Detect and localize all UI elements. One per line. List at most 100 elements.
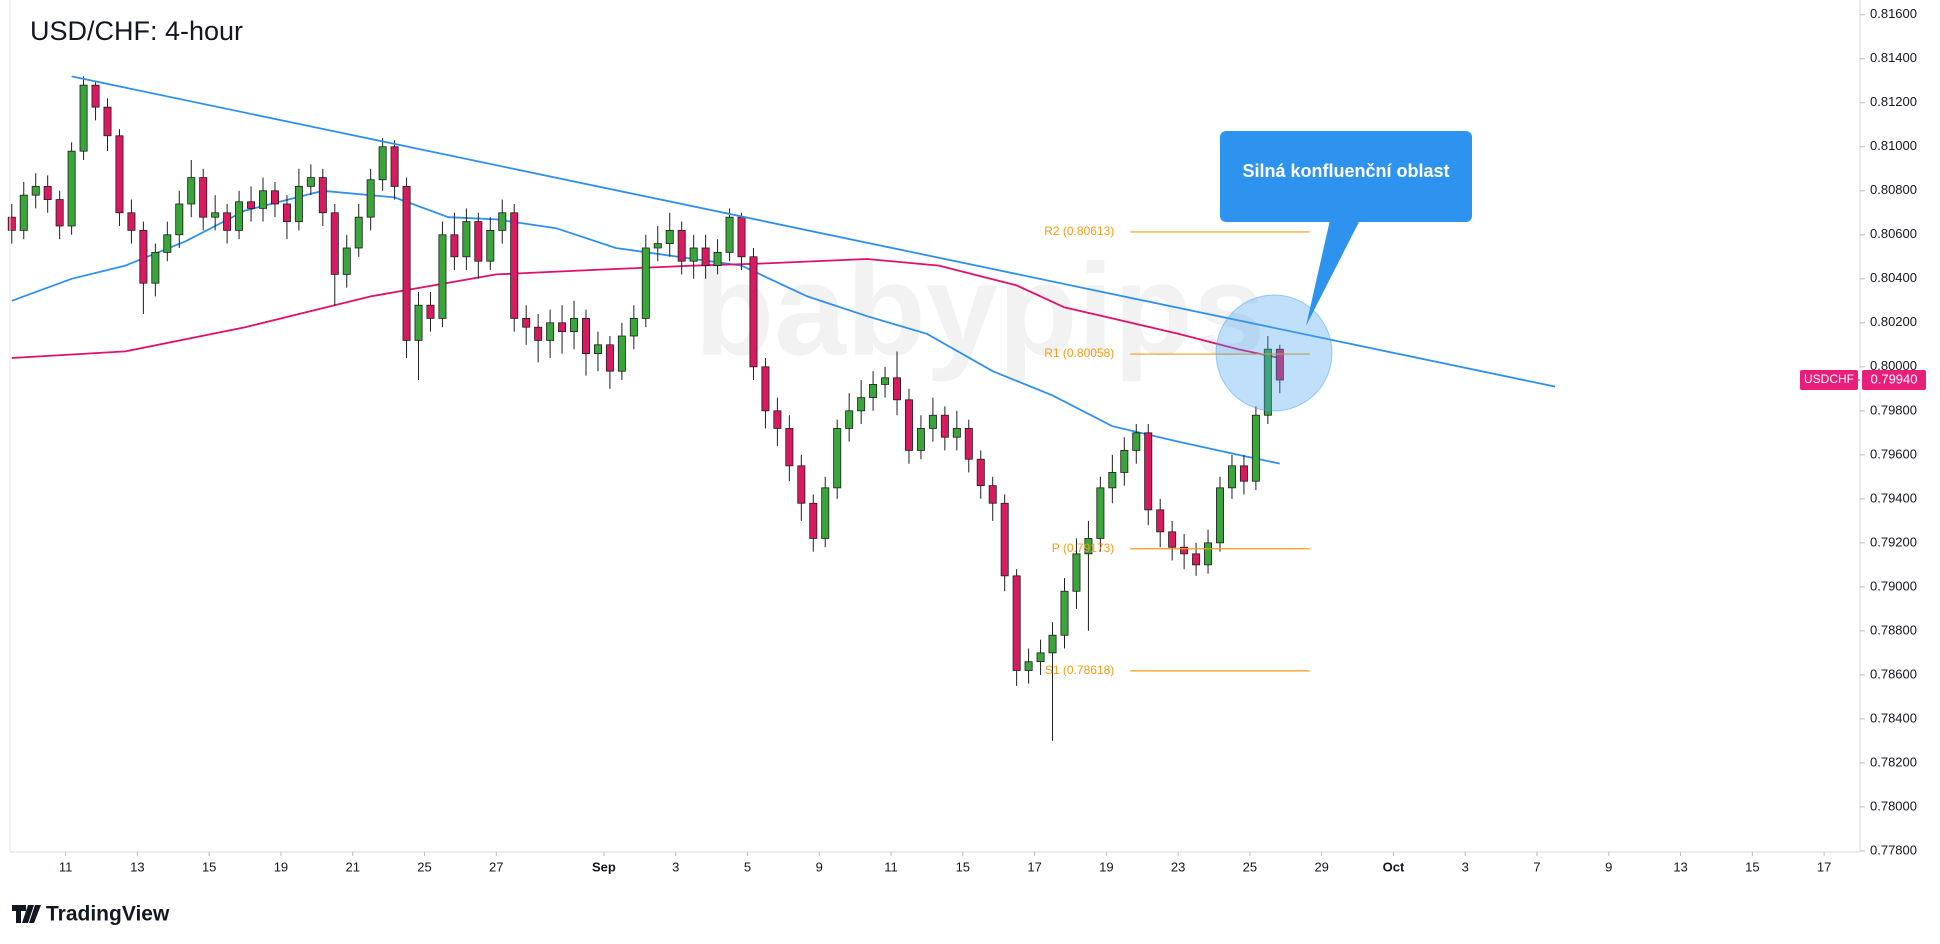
y-tick-label: 0.81600 — [1870, 6, 1917, 21]
x-tick-label: 13 — [1673, 859, 1687, 874]
x-tick-label: 21 — [345, 859, 359, 874]
candle-body — [163, 234, 172, 253]
y-tick-label: 0.80200 — [1870, 314, 1917, 329]
price-tag-value-box — [1862, 370, 1926, 391]
candle-body — [282, 203, 291, 222]
candle-body — [1251, 414, 1260, 482]
candle-body — [378, 146, 387, 181]
candle-body — [713, 251, 722, 266]
x-tick-label: Oct — [1383, 859, 1405, 874]
candle-body — [928, 414, 937, 429]
x-tick-label: 9 — [1605, 859, 1612, 874]
tradingview-logo: TradingView — [12, 903, 170, 926]
y-tick-label: 0.79800 — [1870, 402, 1917, 417]
callout-box — [1220, 131, 1472, 222]
x-tick-label: 3 — [672, 859, 679, 874]
y-tick-label: 0.80800 — [1870, 182, 1917, 197]
x-tick-label: 19 — [1099, 859, 1113, 874]
y-tick-label: 0.80000 — [1870, 358, 1917, 373]
candle-body — [629, 317, 638, 337]
callout-text: Silná konfluenční oblast — [1242, 161, 1449, 181]
candle-body — [103, 106, 112, 137]
logo-icon — [12, 905, 41, 923]
x-tick-label: 15 — [1745, 859, 1759, 874]
candle-body — [940, 414, 949, 438]
candle-body — [534, 326, 543, 341]
y-tick-label: 0.79400 — [1870, 490, 1917, 505]
callout-pointer — [1306, 220, 1360, 326]
candle-body — [1084, 538, 1093, 555]
candle-body — [964, 428, 973, 460]
candle-body — [582, 317, 590, 355]
candle-body — [438, 234, 447, 319]
candle-body — [797, 465, 806, 504]
candle-body — [330, 212, 339, 275]
candle-body — [1072, 553, 1081, 592]
candle-body — [366, 179, 375, 218]
x-tick-label: 15 — [202, 859, 216, 874]
candle-body — [1048, 634, 1057, 654]
candle-body — [701, 247, 710, 266]
highlight-circle — [1215, 294, 1333, 412]
watermark: babypips — [695, 236, 1266, 382]
candle-body — [486, 229, 495, 262]
x-tick-label: 29 — [1314, 859, 1328, 874]
candle-body — [7, 216, 16, 231]
candle-body — [1156, 509, 1165, 533]
candle-body — [809, 502, 818, 539]
y-tick-label: 0.78400 — [1870, 710, 1917, 725]
candle-body — [390, 146, 399, 187]
candle-body — [223, 212, 232, 231]
candle-body — [79, 84, 88, 152]
candle-body — [1144, 432, 1153, 511]
x-tick-label: 27 — [489, 859, 503, 874]
x-tick-label: 15 — [956, 859, 970, 874]
candle-body — [641, 247, 650, 319]
candle-body — [1204, 542, 1213, 566]
x-tick-label: 25 — [1243, 859, 1257, 874]
price-tag-symbol: USDCHF — [1804, 372, 1854, 386]
x-tick-label: 19 — [274, 859, 288, 874]
candle-body — [1024, 661, 1033, 671]
candle-body — [199, 177, 208, 218]
candle-body — [1180, 546, 1189, 555]
x-tick-label: 11 — [59, 859, 73, 874]
candle-body — [294, 185, 303, 222]
candle-body — [893, 377, 902, 401]
candle-body — [1275, 348, 1284, 381]
chart-title: USD/CHF: 4-hour — [30, 16, 243, 46]
candle-body — [306, 177, 315, 187]
candle-body — [342, 247, 351, 275]
candle-body — [952, 428, 961, 438]
candle-body — [1012, 575, 1021, 671]
candle-body — [91, 84, 100, 108]
y-tick-label: 0.79200 — [1870, 534, 1917, 549]
candle-body — [833, 428, 842, 489]
candle-body — [1216, 487, 1224, 544]
pivot-label: S1 (0.78618) — [1045, 663, 1114, 677]
candle-body — [522, 317, 531, 328]
candle-body — [354, 216, 363, 249]
candle-body — [498, 212, 507, 231]
candle-body — [151, 251, 160, 284]
x-tick-label: 9 — [816, 859, 823, 874]
x-tick-label: 13 — [130, 859, 144, 874]
y-tick-label: 0.81200 — [1870, 94, 1917, 109]
candle-body — [127, 212, 136, 231]
y-tick-label: 0.78200 — [1870, 754, 1917, 769]
candle-body — [665, 229, 674, 244]
candle-body — [402, 185, 411, 341]
candle-body — [1239, 465, 1248, 482]
candle-body — [1192, 553, 1201, 566]
candle-body — [845, 410, 854, 429]
candle-body — [653, 243, 662, 249]
candle-body — [235, 201, 244, 231]
candle-body — [1120, 450, 1129, 473]
candle-body — [115, 135, 124, 214]
pivot-label: P (0.79173) — [1052, 541, 1115, 555]
candle-body — [1108, 472, 1117, 489]
candle-body — [1132, 432, 1141, 451]
candle-body — [677, 229, 686, 262]
candle-body — [1000, 502, 1009, 577]
y-tick-label: 0.79600 — [1870, 446, 1917, 461]
